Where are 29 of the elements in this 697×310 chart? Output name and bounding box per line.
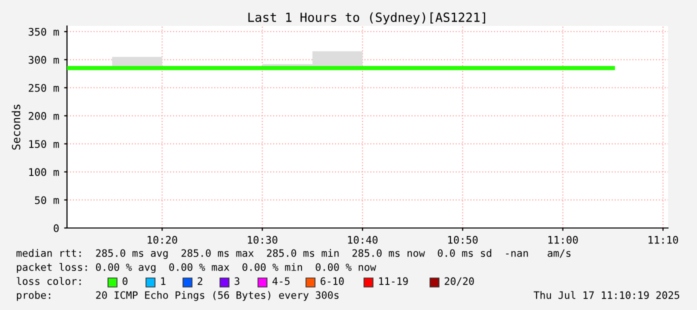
x-tick-label: 11:10: [648, 236, 678, 244]
text: 1: [161, 277, 166, 285]
x-tick-label: 10:50: [448, 236, 478, 244]
chart-title: Last 1 Hours to (Sydney)[AS1221]: [248, 12, 486, 24]
x-tick-label: 10:40: [348, 236, 378, 244]
y-tick-label: 300 m: [28, 56, 59, 64]
y-tick-label: 50 m: [35, 196, 59, 204]
text: loss color:: [16, 277, 81, 285]
text: 20/20: [444, 277, 474, 286]
text: packet loss: 0.00 % avg 0.00 % max 0.00 % min 0.00 % now: [16, 263, 376, 273]
y-tick-label: 100 m: [29, 168, 59, 176]
y-tick-label: 150 m: [29, 140, 59, 148]
text: 11-19: [379, 277, 408, 285]
x-tick-label: 10:30: [248, 236, 278, 244]
x-tick-label: 11:00: [548, 236, 578, 244]
text: 2: [198, 277, 202, 285]
text: 0: [122, 277, 128, 285]
text: 4-5: [272, 277, 290, 285]
text: Thu Jul 17 11:10:19 2025: [534, 291, 680, 299]
text: 3: [234, 277, 240, 285]
text: 6-10: [320, 277, 344, 285]
text: median rtt: 285.0 ms avg 285.0 ms max 285.0 ms min 285.0 ms now 0.0 ms sd -nan am/s: [16, 249, 570, 259]
text: probe: 20 ICMP Echo Pings (56 Bytes) every 300s: [16, 291, 339, 301]
y-tick-label: 200 m: [28, 112, 59, 120]
y-tick-label: 250 m: [28, 84, 59, 92]
y-tick-label: 350 m: [28, 28, 59, 36]
x-tick-label: 10:20: [148, 236, 178, 244]
y-axis-title: Seconds: [12, 104, 20, 150]
y-tick-label: 0: [54, 224, 59, 232]
